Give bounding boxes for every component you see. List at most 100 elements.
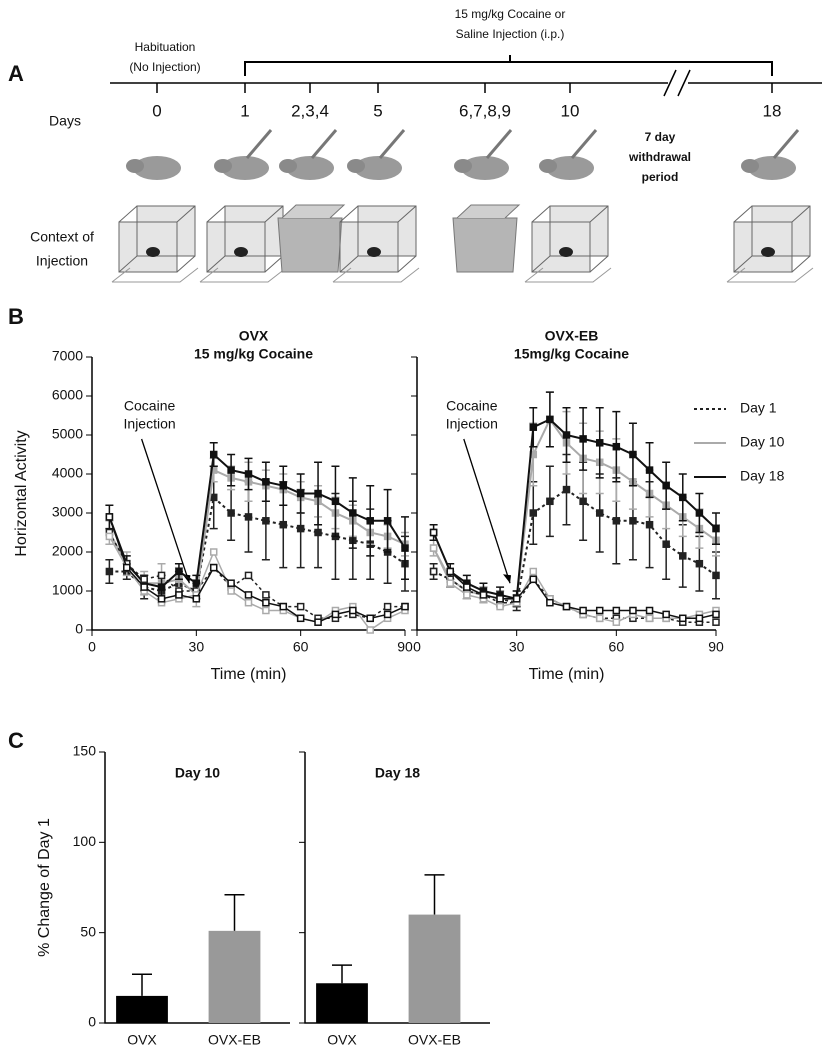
marker — [262, 606, 270, 615]
marker — [679, 493, 687, 502]
days-label: Days — [49, 113, 81, 129]
marker — [227, 579, 235, 587]
marker — [579, 435, 587, 443]
syringe-icon — [485, 129, 513, 159]
marker — [366, 626, 374, 634]
day-label: 10 — [561, 101, 580, 120]
y-axis-label: Horizontal Activity — [13, 430, 30, 556]
context-floor — [524, 267, 612, 283]
marker — [244, 571, 253, 580]
marker — [529, 567, 538, 576]
marker — [695, 559, 704, 568]
marker — [712, 618, 720, 626]
marker — [712, 524, 720, 533]
marker — [209, 563, 218, 572]
day-label: 2,3,4 — [291, 101, 329, 120]
mouse-icon — [748, 156, 796, 180]
marker — [331, 497, 340, 506]
marker — [401, 602, 409, 611]
marker — [629, 450, 637, 459]
marker — [529, 575, 538, 584]
bar — [208, 930, 261, 1023]
y-tick-label: 5000 — [52, 426, 83, 442]
marker — [496, 602, 504, 611]
marker — [712, 610, 720, 619]
marker — [383, 610, 392, 619]
marker — [140, 583, 148, 591]
marker — [296, 524, 305, 533]
mouse-head — [454, 159, 472, 173]
marker — [629, 517, 637, 525]
series-line — [108, 532, 405, 620]
marker — [529, 509, 538, 517]
marker — [645, 614, 654, 623]
marker — [479, 591, 488, 599]
context-box — [339, 205, 417, 273]
marker — [383, 602, 392, 611]
syringe-icon — [310, 129, 338, 159]
withdrawal-label: period — [642, 170, 679, 184]
axis-break — [663, 69, 691, 97]
axes — [304, 752, 490, 1024]
x-tick-label: 30 — [509, 639, 525, 655]
marker — [562, 602, 571, 611]
context-box — [531, 205, 609, 273]
y-axis-label: % Change of Day 1 — [36, 818, 53, 957]
x-axis-label: Time (min) — [211, 666, 287, 683]
treatment-label: Saline Injection (i.p.) — [456, 27, 565, 41]
context-box — [118, 205, 196, 273]
marker — [595, 606, 604, 615]
day-label: 18 — [763, 101, 782, 120]
marker — [612, 618, 621, 626]
legend-label: Day 10 — [740, 434, 785, 450]
marker — [679, 552, 687, 560]
marker — [175, 591, 183, 599]
marker — [244, 513, 253, 521]
withdrawal-label: withdrawal — [628, 150, 691, 164]
y-tick-label: 7000 — [52, 348, 83, 364]
marker — [662, 540, 670, 548]
marker — [429, 544, 438, 552]
context-label: Context of — [30, 229, 94, 245]
x-tick-label: OVX — [327, 1032, 357, 1048]
context-box — [206, 205, 284, 273]
marker — [157, 595, 166, 603]
series-line — [432, 417, 717, 600]
marker — [695, 614, 704, 623]
marker — [227, 466, 235, 474]
annotation: Cocaine — [446, 398, 498, 414]
habituation-label: (No Injection) — [129, 60, 200, 74]
marker — [546, 497, 554, 506]
marker — [463, 583, 471, 591]
y-tick-label: 6000 — [52, 387, 83, 403]
x-tick-label: 60 — [293, 639, 309, 655]
series-line — [433, 488, 717, 604]
chart-title: Day 10 — [175, 765, 220, 781]
withdrawal-label: 7 day — [645, 130, 676, 144]
context-box — [733, 205, 811, 273]
mouse-in-box — [761, 247, 775, 257]
annotation: Injection — [446, 416, 498, 432]
treatment-bracket — [244, 55, 773, 76]
x-tick-label: 0 — [88, 639, 96, 655]
axes — [104, 752, 290, 1024]
marker — [279, 520, 288, 529]
y-tick-label: 3000 — [52, 504, 83, 520]
annotation-arrowhead — [503, 574, 512, 584]
mouse-icon — [286, 156, 334, 180]
panel-label: B — [8, 304, 24, 329]
marker — [579, 606, 587, 615]
homecage-icon — [452, 217, 518, 273]
marker — [496, 595, 504, 603]
marker — [446, 579, 454, 587]
marker — [209, 450, 218, 459]
marker — [157, 583, 166, 591]
homecage-lid — [456, 204, 521, 219]
x-tick-label: 90 — [397, 639, 413, 655]
marker — [401, 544, 409, 552]
x-tick-label: OVX-EB — [408, 1032, 461, 1048]
axis-break-gap — [668, 70, 688, 96]
marker — [244, 591, 253, 599]
marker — [463, 591, 471, 599]
marker — [546, 415, 554, 424]
